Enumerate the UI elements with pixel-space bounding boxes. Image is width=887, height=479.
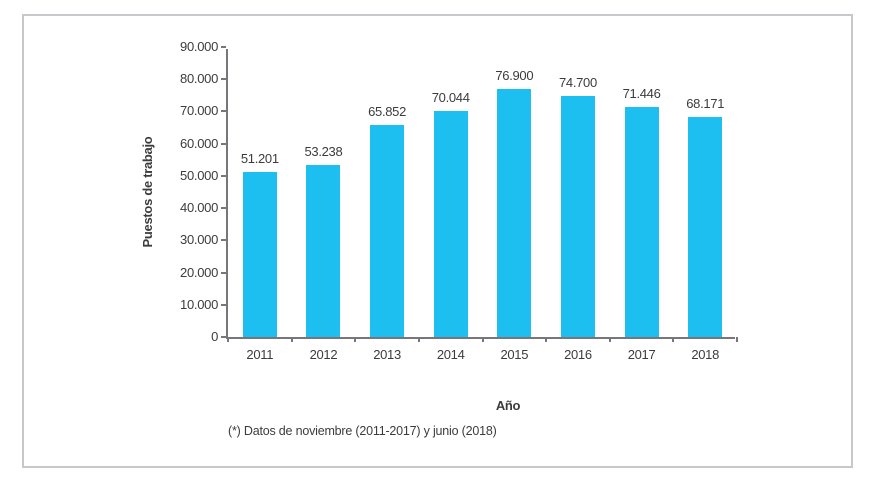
x-tick-label: 2012 (309, 347, 338, 362)
y-tick-mark (221, 46, 226, 48)
x-tick-mark (736, 337, 738, 342)
y-tick-label: 40.000 (180, 200, 218, 216)
y-tick-mark (221, 174, 226, 177)
y-axis-title: Puestos de trabajo (140, 136, 155, 248)
bar-2014 (433, 111, 468, 337)
y-tick-label: 60.000 (180, 135, 218, 151)
x-tick-label: 2013 (373, 347, 401, 362)
y-tick-label: 10.000 (180, 296, 218, 312)
y-tick-mark (221, 110, 226, 113)
bar-value-label: 68.171 (686, 96, 725, 112)
bar-2013 (370, 124, 405, 337)
bar-value-label: 53.238 (304, 144, 343, 160)
y-tick-label: 80.000 (180, 71, 218, 87)
bar-value-label: 74.700 (558, 75, 597, 91)
x-tick-label: 2016 (564, 347, 592, 362)
y-tick-label: 30.000 (180, 232, 218, 248)
bar-2012 (306, 165, 341, 337)
bar-value-label: 70.044 (431, 90, 470, 106)
y-tick-mark (221, 303, 226, 306)
footnote: (*) Datos de noviembre (2011-2017) y jun… (228, 424, 497, 438)
bar-2011 (242, 172, 277, 337)
chart-frame: Puestos de trabajo 0 10.000 20.000 30.000 40… (22, 14, 853, 468)
x-tick-mark (417, 337, 420, 342)
y-tick-label: 0 (211, 329, 218, 344)
bar-2017 (624, 106, 659, 337)
bar-2016 (560, 96, 595, 337)
bar-2018 (688, 117, 723, 337)
x-tick-mark (290, 337, 293, 342)
x-tick-mark (672, 337, 675, 342)
y-tick-mark (221, 336, 226, 338)
bar-value-label: 65.852 (368, 103, 407, 119)
plot-area: 0 10.000 20.000 30.000 40.000 50.000 60.000 70.… (180, 39, 738, 362)
bar-value-label: 71.446 (622, 85, 661, 101)
bar-value-label: 51.201 (240, 151, 279, 167)
x-tick-label: 2015 (500, 347, 529, 362)
bar-2015 (497, 89, 532, 337)
y-tick-mark (221, 78, 226, 81)
x-tick-mark (545, 337, 548, 342)
y-tick-mark (221, 142, 226, 145)
y-tick-label: 20.000 (180, 264, 218, 280)
x-tick-label: 2018 (691, 347, 720, 362)
x-axis-title: Año (495, 398, 521, 413)
y-tick-label: 70.000 (180, 103, 218, 119)
y-tick-label: 90.000 (180, 39, 218, 54)
y-tick-label: 50.000 (180, 167, 218, 183)
bar-value-label: 76.900 (495, 68, 534, 84)
x-tick-label: 2011 (246, 347, 274, 362)
x-tick-label: 2014 (436, 347, 465, 362)
y-tick-mark (221, 207, 226, 210)
y-tick-mark (221, 271, 226, 274)
x-tick-label: 2017 (627, 347, 656, 362)
y-tick-mark (221, 239, 226, 242)
x-tick-mark (481, 337, 484, 342)
x-tick-mark (227, 337, 229, 342)
x-tick-mark (608, 337, 611, 342)
x-tick-mark (354, 337, 357, 342)
